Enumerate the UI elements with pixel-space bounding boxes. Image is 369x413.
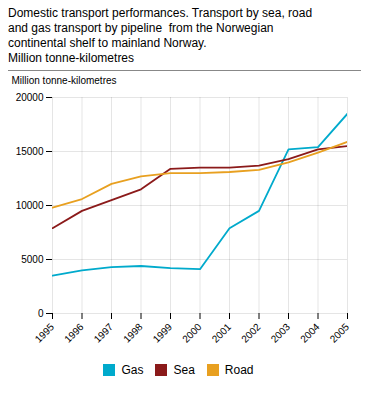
svg-text:1996: 1996 — [62, 321, 86, 345]
svg-text:Million tonne-kilometres: Million tonne-kilometres — [12, 75, 117, 86]
svg-text:2003: 2003 — [269, 321, 293, 345]
svg-text:1995: 1995 — [33, 321, 57, 345]
svg-text:1999: 1999 — [151, 321, 175, 345]
svg-text:2004: 2004 — [298, 321, 322, 345]
html-text:Road: Road — [224, 362, 254, 377]
svg-text:2001: 2001 — [210, 321, 234, 345]
svg-text:0: 0 — [38, 308, 44, 319]
svg-text:2005: 2005 — [328, 321, 352, 345]
html-text:Sea: Sea — [173, 362, 195, 377]
svg-text:5000: 5000 — [21, 254, 44, 265]
svg-text:2002: 2002 — [239, 321, 263, 345]
svg-text:20000: 20000 — [16, 92, 44, 103]
svg-text:1997: 1997 — [92, 321, 116, 345]
svg-text:2000: 2000 — [180, 321, 204, 345]
svg-text:10000: 10000 — [16, 200, 44, 211]
html-text:Domestic transport performance: Domestic transport performances. Transpo… — [8, 6, 313, 65]
svg-text:1998: 1998 — [121, 321, 145, 345]
html-text:Gas: Gas — [121, 362, 144, 377]
svg-text:15000: 15000 — [16, 146, 44, 157]
